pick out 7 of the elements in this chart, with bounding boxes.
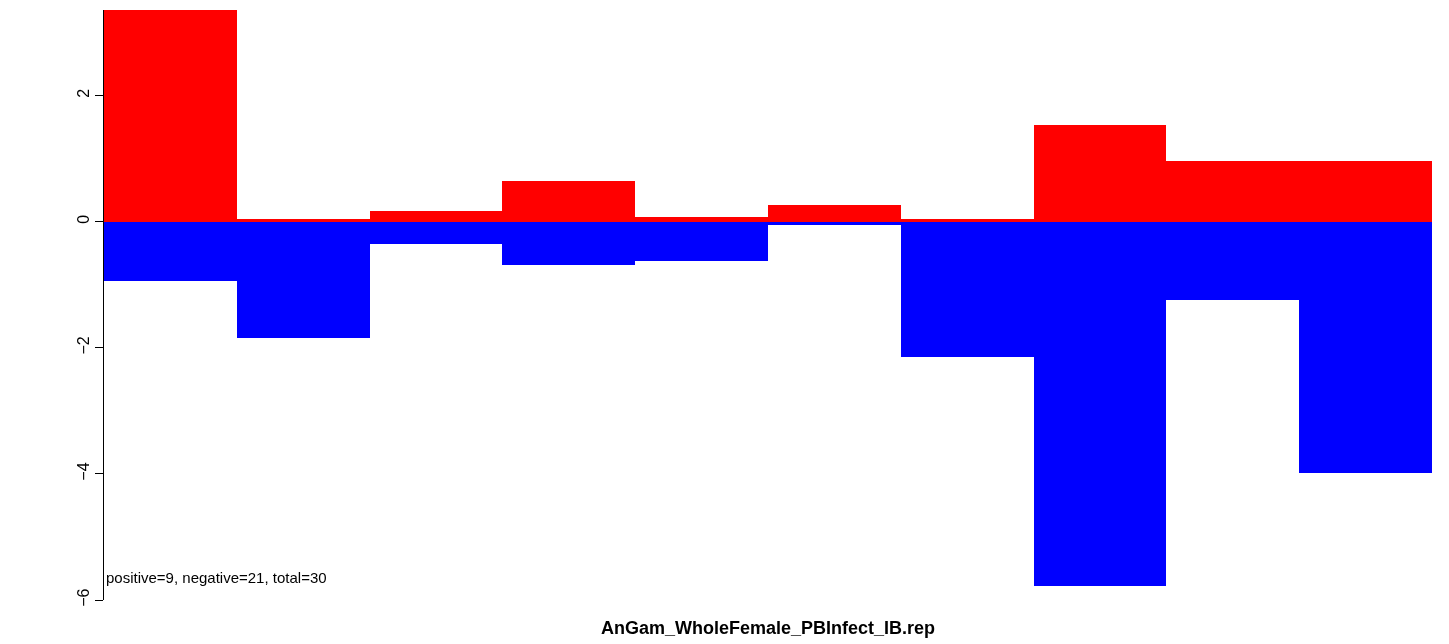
- y-tick-label: −6: [74, 588, 92, 607]
- y-tick-label: −2: [74, 336, 92, 355]
- y-tick-label: −4: [74, 462, 92, 481]
- text: AnGam_WholeFemale_PBInfect_IB.rep: [600, 618, 936, 639]
- y-tick-label: 0: [74, 214, 92, 224]
- y-tick-label: 2: [74, 88, 92, 98]
- annotation: positive=9, negative=21, total=30: [106, 569, 327, 586]
